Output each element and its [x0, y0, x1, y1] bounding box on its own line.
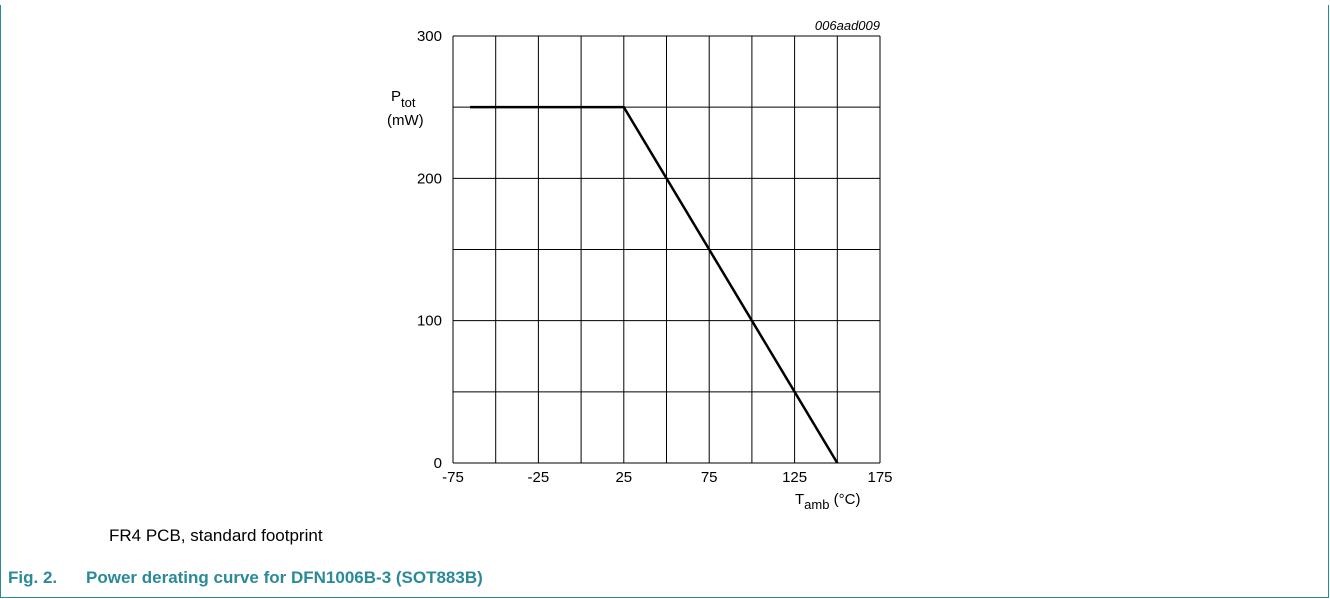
- x-axis-label-subscript: amb: [804, 497, 829, 512]
- y-axis-label-subscript: tot: [401, 95, 416, 110]
- y-tick-label: 300: [417, 28, 442, 45]
- x-axis-label-unit: (°C): [829, 491, 860, 508]
- x-tick-label: 175: [867, 469, 892, 486]
- figure-frame: [0, 5, 1329, 598]
- chart-series: [470, 105, 839, 464]
- y-tick-label: 0: [434, 455, 442, 472]
- x-tick-label: -75: [442, 469, 464, 486]
- svg-text:Ptot: Ptot: [391, 88, 416, 110]
- x-axis-label-symbol: T: [795, 491, 804, 508]
- figure-caption: Fig. 2. Power derating curve for DFN1006B…: [8, 568, 483, 588]
- x-axis-label: Tamb (°C): [795, 491, 860, 512]
- series-line: [470, 105, 839, 464]
- figure-code: 006aad009: [815, 18, 880, 33]
- figure-title: Power derating curve for DFN1006B-3 (SOT…: [86, 568, 483, 587]
- x-tick-label: 25: [615, 469, 632, 486]
- y-axis-label-unit: (mW): [387, 112, 424, 129]
- x-tick-label: -25: [528, 469, 550, 486]
- svg-text:Tamb (°C): Tamb (°C): [795, 491, 860, 512]
- x-tick-label: 75: [701, 469, 718, 486]
- figure-note: FR4 PCB, standard footprint: [109, 526, 323, 545]
- y-axis-label: Ptot (mW): [387, 88, 424, 129]
- y-tick-label: 200: [417, 170, 442, 187]
- y-axis-label-symbol: P: [391, 88, 401, 105]
- x-tick-label: 125: [782, 469, 807, 486]
- y-tick-label: 100: [417, 313, 442, 330]
- figure-number: Fig. 2.: [8, 568, 58, 587]
- chart-grid: [452, 35, 881, 464]
- chart-ticks: -75 -25 25 75 125 175 0 100 200 300: [417, 28, 893, 486]
